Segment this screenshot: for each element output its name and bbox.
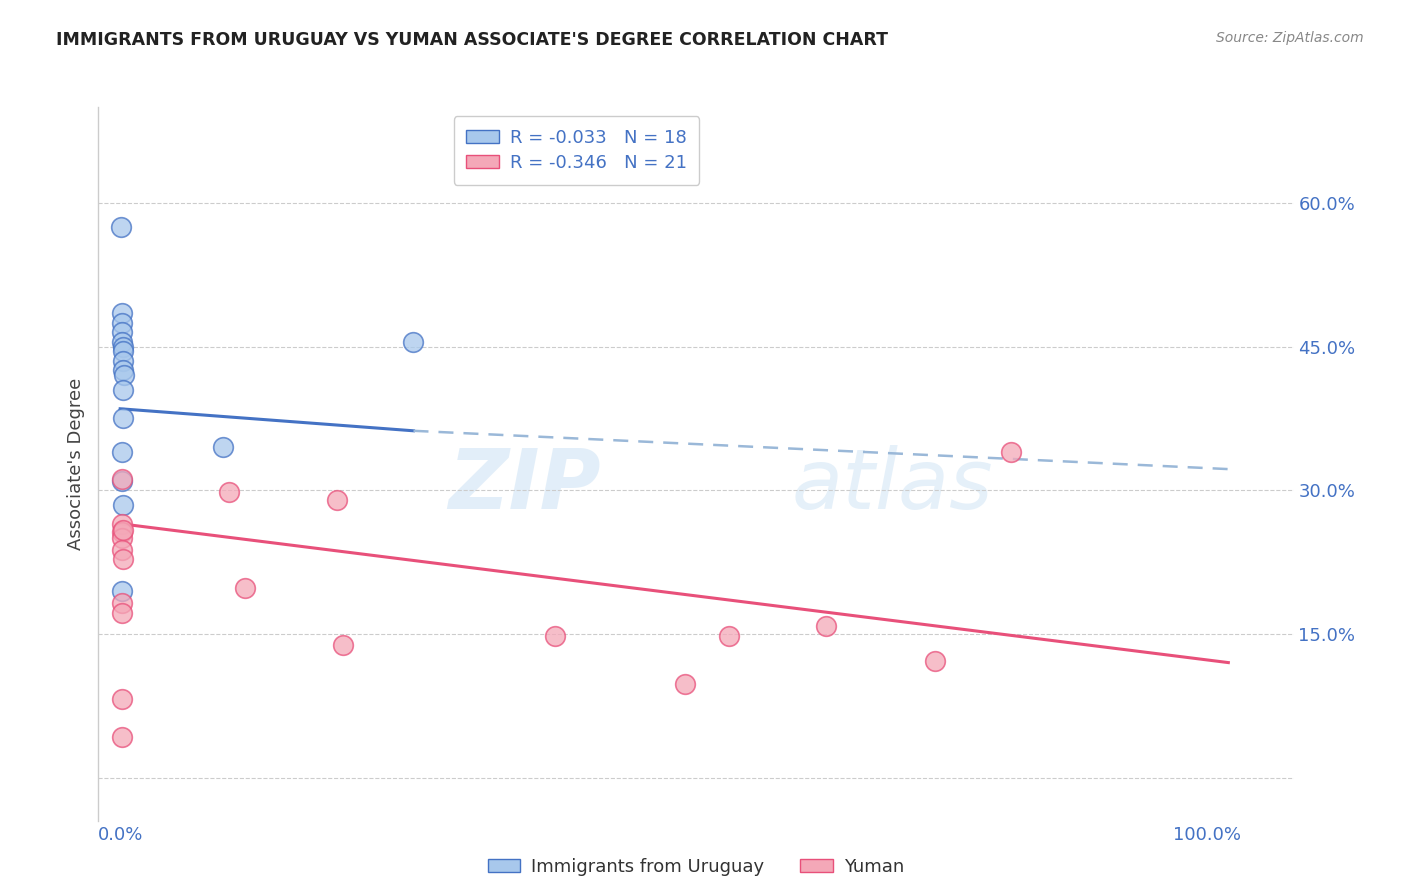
Point: [111, 731, 134, 745]
Point: [112, 498, 135, 512]
Point: [717, 629, 740, 643]
Y-axis label: Associate's Degree: Associate's Degree: [66, 377, 84, 550]
Point: [111, 445, 134, 459]
Text: atlas: atlas: [792, 445, 993, 525]
Point: [112, 411, 135, 425]
Point: [212, 440, 235, 454]
Point: [111, 334, 134, 349]
Point: [673, 676, 696, 690]
Point: [112, 339, 135, 353]
Point: [111, 525, 134, 540]
Point: [111, 531, 134, 545]
Point: [111, 516, 134, 531]
Point: [924, 654, 946, 668]
Text: Source: ZipAtlas.com: Source: ZipAtlas.com: [1216, 31, 1364, 45]
Point: [111, 583, 134, 598]
Point: [111, 474, 134, 488]
Point: [111, 316, 134, 330]
Point: [110, 219, 132, 234]
Point: [111, 542, 134, 557]
Point: [111, 692, 134, 706]
Point: [114, 368, 136, 383]
Point: [815, 619, 838, 633]
Point: [111, 596, 134, 610]
Point: [233, 581, 256, 595]
Text: IMMIGRANTS FROM URUGUAY VS YUMAN ASSOCIATE'S DEGREE CORRELATION CHART: IMMIGRANTS FROM URUGUAY VS YUMAN ASSOCIA…: [56, 31, 889, 49]
Point: [402, 334, 425, 349]
Point: [112, 354, 135, 368]
Point: [111, 472, 134, 486]
Point: [112, 552, 135, 566]
Point: [112, 344, 135, 359]
Point: [544, 629, 567, 643]
Point: [111, 325, 134, 339]
Point: [112, 524, 135, 538]
Point: [326, 492, 349, 507]
Point: [112, 363, 135, 377]
Point: [332, 638, 354, 652]
Point: [111, 306, 134, 320]
Point: [1000, 445, 1022, 459]
Point: [218, 485, 240, 500]
Text: ZIP: ZIP: [447, 445, 600, 525]
Legend: Immigrants from Uruguay, Yuman: Immigrants from Uruguay, Yuman: [481, 851, 911, 883]
Point: [111, 606, 134, 620]
Point: [112, 383, 135, 397]
